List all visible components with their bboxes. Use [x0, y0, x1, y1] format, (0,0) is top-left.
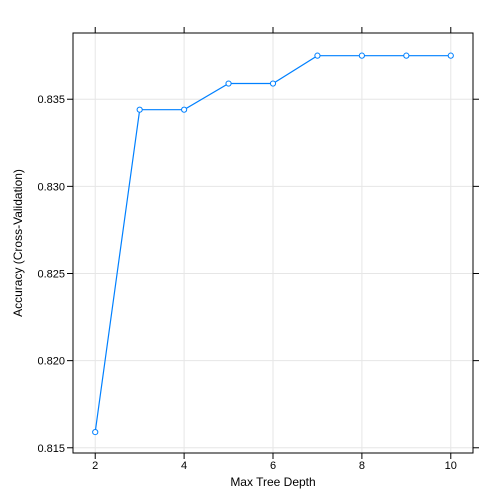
data-point	[403, 52, 410, 59]
x-tick-label: 8	[359, 460, 365, 472]
y-axis-ticks: 0.815 0.820 0.825 0.830 0.835	[37, 94, 479, 455]
data-point	[181, 106, 188, 113]
x-axis-label: Max Tree Depth	[230, 475, 315, 489]
x-tick-label: 2	[92, 460, 98, 472]
data-point	[225, 80, 232, 87]
x-tick-label: 10	[445, 460, 457, 472]
y-axis-label: Accuracy (Cross-Validation)	[11, 169, 25, 317]
y-tick-label: 0.820	[37, 356, 65, 368]
y-tick-label: 0.830	[37, 181, 65, 193]
data-point	[447, 52, 454, 59]
data-point	[92, 428, 99, 436]
y-tick-label: 0.835	[37, 94, 65, 106]
grid-lines	[73, 33, 473, 453]
data-point	[136, 106, 143, 113]
data-point	[314, 52, 321, 59]
data-point	[269, 80, 277, 87]
x-axis-ticks: 2 4 6 8 10	[92, 27, 457, 472]
x-tick-label: 4	[181, 460, 187, 472]
y-tick-label: 0.815	[37, 443, 65, 455]
data-point	[358, 52, 365, 59]
y-tick-label: 0.825	[37, 268, 65, 280]
accuracy-series	[92, 52, 454, 436]
x-tick-label: 6	[270, 460, 276, 472]
